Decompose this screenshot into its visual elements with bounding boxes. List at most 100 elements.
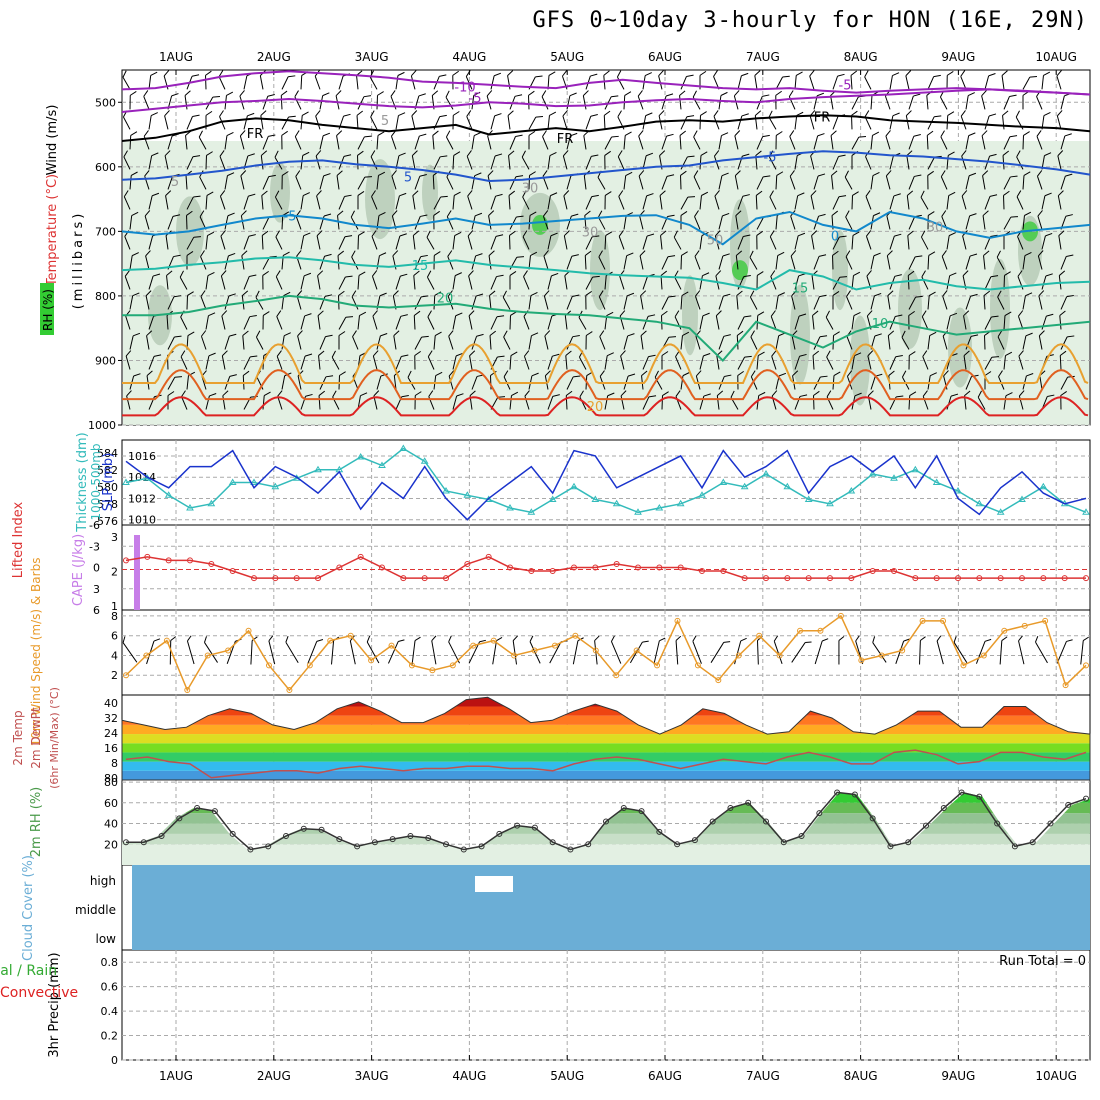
barb-staff [832, 236, 840, 250]
barb-flag [247, 153, 255, 157]
barb-flag [262, 270, 269, 276]
barb-staff [680, 156, 688, 170]
wind-barb [198, 130, 207, 150]
barb-flag [549, 151, 557, 156]
thickness-line [125, 447, 1087, 514]
wind-barb [1018, 350, 1024, 370]
wind10m-barb [936, 635, 944, 665]
isotherm-label: 50 [707, 233, 724, 248]
wind-barb [275, 230, 283, 250]
barb-staff [179, 276, 188, 290]
wind10m-speed-line-marker [368, 657, 375, 664]
isotherm-label: 0 [831, 229, 839, 244]
barb-flag [338, 290, 345, 296]
wind-barb [351, 250, 359, 270]
barb-staff [148, 356, 155, 370]
wind-tick-label: 8 [111, 610, 118, 623]
barb-flag [908, 310, 915, 316]
barb-staff [619, 275, 625, 290]
wind10m-barb [268, 635, 276, 665]
wind-barb [851, 136, 867, 150]
barb-staff [240, 175, 245, 190]
barb-flag [591, 154, 599, 157]
barb-staff [433, 335, 436, 350]
barb-flag [1057, 190, 1064, 197]
barb-staff [616, 76, 625, 90]
temp-tick-label: 8 [111, 757, 118, 770]
wind-barb [768, 110, 777, 130]
wind-barb [661, 391, 669, 410]
barb-flag [508, 190, 516, 196]
barb-flag [839, 276, 848, 278]
barb-flag [997, 330, 1003, 338]
barb-staff [294, 136, 302, 150]
barb-flag [617, 150, 623, 157]
barb-flag [131, 211, 139, 216]
barb-staff [259, 75, 264, 90]
barb-staff [338, 236, 346, 250]
wind10m-speed-line-marker [1083, 662, 1089, 669]
barb-flag [364, 176, 373, 178]
temp-band [122, 688, 1090, 697]
wind-barb [737, 113, 749, 130]
barb-flag [847, 370, 853, 377]
wind-barb [488, 250, 495, 270]
cloud-gap-high [475, 876, 513, 892]
barb-staff [563, 235, 568, 250]
barb-staff [604, 235, 607, 250]
wind10m-barb [431, 635, 437, 665]
barb-flag [548, 71, 556, 76]
barb-staff [699, 275, 703, 290]
barb-flag [599, 330, 605, 337]
barb-staff [618, 196, 625, 210]
wind-barb [889, 193, 901, 210]
barb-staff [366, 641, 380, 664]
wind-barb [371, 190, 378, 210]
wind-barb [794, 111, 804, 130]
wind-barb [469, 350, 476, 370]
rh2m-line-marker [336, 836, 343, 843]
barb-flag [268, 134, 276, 137]
barb-flag [673, 230, 678, 238]
barb-staff [488, 255, 492, 270]
axis-label-min-max: (6hr Min/Max) (°C) [48, 687, 61, 789]
rh2m-line-marker [674, 841, 681, 848]
barb-flag [740, 637, 747, 642]
wind-barb [604, 150, 611, 170]
wind-barb [395, 71, 405, 90]
wind10m-barb [919, 636, 926, 665]
barb-staff [867, 355, 872, 370]
wind-barb [737, 234, 751, 250]
barb-staff [300, 75, 303, 90]
wind10m-speed-line-marker [531, 647, 538, 654]
barb-flag [357, 191, 365, 196]
barb-flag [552, 353, 560, 357]
barb-staff [718, 95, 722, 110]
barb-flag [929, 331, 937, 337]
barb-staff [143, 96, 150, 110]
barb-flag [131, 252, 139, 257]
barb-staff [583, 135, 587, 150]
wind-barb [315, 110, 321, 130]
lifted-index-line-marker [741, 575, 748, 582]
wind-barb [680, 155, 695, 170]
wind-barb [908, 93, 921, 110]
wind-barb [281, 115, 296, 130]
wind-barb [813, 133, 825, 150]
wind-barb [1003, 351, 1013, 370]
wind-barb [639, 250, 646, 270]
wind-barb [694, 210, 701, 230]
barb-staff [794, 115, 798, 130]
barb-staff [680, 335, 683, 350]
barb-staff [262, 96, 269, 110]
cloud-level-label: middle [75, 903, 116, 917]
wind-barb [658, 110, 665, 130]
barb-staff [603, 115, 606, 130]
wind10m-barb [791, 641, 812, 663]
barb-flag [1037, 210, 1043, 217]
barb-flag [947, 111, 955, 116]
barb-flag [901, 330, 906, 338]
barb-staff [713, 116, 720, 130]
barb-flag [200, 290, 206, 297]
wind-barb [961, 190, 968, 210]
